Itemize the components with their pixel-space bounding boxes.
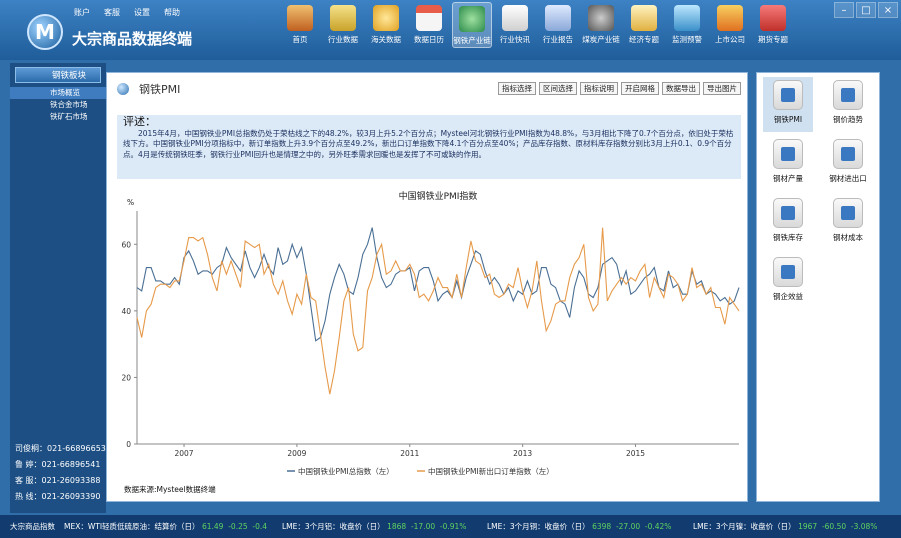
report-icon bbox=[545, 5, 571, 31]
data-source: 数据来源:Mysteel数据终端 bbox=[124, 485, 216, 494]
nav-monitor-alert[interactable]: 监测预警 bbox=[667, 2, 707, 48]
legend-label: 中国钢铁业PMI新出口订单指数（左） bbox=[428, 466, 554, 476]
currency-icon bbox=[833, 139, 863, 169]
close-button[interactable]: × bbox=[878, 2, 898, 18]
menu-service[interactable]: 客服 bbox=[104, 8, 120, 17]
page-title: 钢铁PMI bbox=[139, 83, 181, 96]
window-controls: – □ × bbox=[834, 2, 898, 18]
x-tick-label: 2007 bbox=[174, 449, 193, 458]
bar-chart-icon bbox=[330, 5, 356, 31]
nav-industry-data[interactable]: 行业数据 bbox=[323, 2, 363, 48]
nav-futures-topic[interactable]: 期货专题 bbox=[753, 2, 793, 48]
menu-help[interactable]: 帮助 bbox=[164, 8, 180, 17]
commentary-text: 2015年4月，中国钢铁业PMI总指数仍处于荣枯线之下的48.2%，较3月上升5… bbox=[123, 128, 734, 159]
x-tick-label: 2015 bbox=[626, 449, 645, 458]
top-menu: 账户 客服 设置 帮助 bbox=[74, 7, 180, 18]
series-line-pmi-total bbox=[136, 227, 740, 342]
nav-industry-report[interactable]: 行业报告 bbox=[538, 2, 578, 48]
x-tick-label: 2013 bbox=[513, 449, 532, 458]
sidebar-item-iron-ore[interactable]: 铁矿石市场 bbox=[50, 112, 88, 121]
menu-settings[interactable]: 设置 bbox=[134, 8, 150, 17]
ticker-lme-nickel: LME：3个月镍：收盘价（日） 1967 -60.50 -3.08% bbox=[693, 522, 878, 531]
growth-chart-icon bbox=[717, 5, 743, 31]
x-tick-label: 2011 bbox=[400, 449, 419, 458]
menu-account[interactable]: 账户 bbox=[74, 8, 90, 17]
nav-coal-chain[interactable]: 煤炭产业链 bbox=[581, 2, 621, 48]
contact-line: 司俊桐：021-66896653 bbox=[15, 444, 106, 453]
y-tick-label: 0 bbox=[126, 440, 131, 449]
range-select-button[interactable]: 区间选择 bbox=[539, 82, 577, 95]
sidebar-header[interactable]: 钢铁板块 bbox=[15, 67, 101, 83]
nav-steel-chain[interactable]: 钢铁产业链 bbox=[452, 2, 492, 48]
title-bar: M 大宗商品数据终端 账户 客服 设置 帮助 首页 行业数据 海关数据 数据日历… bbox=[0, 0, 901, 60]
ticker-wti: MEX：WTI轻质低硫原油：结算价（日） 61.49 -0.25 -0.4 bbox=[64, 522, 268, 531]
y-tick-label: 40 bbox=[121, 307, 131, 316]
status-bar: 大宗商品指数 MEX：WTI轻质低硫原油：结算价（日） 61.49 -0.25 … bbox=[0, 515, 901, 538]
contact-line: 客 服：021-26093388 bbox=[15, 476, 101, 485]
series-line-pmi-new-export-orders bbox=[136, 227, 740, 395]
warehouse-icon bbox=[773, 198, 803, 228]
globe-icon bbox=[117, 83, 129, 95]
y-tick-label: 60 bbox=[121, 240, 131, 249]
price-trend-icon bbox=[833, 80, 863, 110]
nav-customs-data[interactable]: 海关数据 bbox=[366, 2, 406, 48]
nav-listed-companies[interactable]: 上市公司 bbox=[710, 2, 750, 48]
futures-chart-icon bbox=[760, 5, 786, 31]
status-label: 大宗商品指数 bbox=[10, 522, 55, 531]
pmi-icon bbox=[773, 80, 803, 110]
calendar-icon bbox=[416, 5, 442, 31]
pmi-chart: 中国钢铁业PMI指数% 0 20 40 60 2007 2009 2011 2013 2015 中国… bbox=[121, 190, 740, 476]
document-icon bbox=[631, 5, 657, 31]
indicator-info-button[interactable]: 指标说明 bbox=[580, 82, 618, 95]
app-title: 大宗商品数据终端 bbox=[72, 30, 193, 48]
contact-line: 热 线：021-26093390 bbox=[15, 492, 101, 501]
sidebar: 钢铁板块 市场概览 铁合金市场 铁矿石市场 bbox=[10, 63, 106, 513]
globe-icon bbox=[459, 6, 485, 32]
ticker-lme-copper: LME：3个月铜：收盘价（日） 6398 -27.00 -0.42% bbox=[487, 522, 672, 531]
contact-line: 鲁 婷：021-66896541 bbox=[15, 460, 101, 469]
nav-industry-news[interactable]: 行业快讯 bbox=[495, 2, 535, 48]
y-axis-label: % bbox=[127, 198, 134, 207]
export-image-button[interactable]: 导出图片 bbox=[703, 82, 741, 95]
y-tick-label: 20 bbox=[121, 373, 131, 382]
shortcut-steel-pmi[interactable]: 钢铁PMI bbox=[763, 77, 813, 132]
newspaper-icon bbox=[502, 5, 528, 31]
nav-home[interactable]: 首页 bbox=[280, 2, 320, 48]
export-data-button[interactable]: 数据导出 bbox=[662, 82, 700, 95]
sidebar-item-market-overview[interactable]: 市场概览 bbox=[10, 87, 106, 99]
shortcut-steel-output[interactable]: 钢材产量 bbox=[763, 136, 813, 191]
grid-toggle-button[interactable]: 开启网格 bbox=[621, 82, 659, 95]
legend-label: 中国钢铁业PMI总指数（左） bbox=[298, 466, 394, 476]
profit-icon bbox=[773, 257, 803, 287]
cost-icon bbox=[833, 198, 863, 228]
coal-icon bbox=[588, 5, 614, 31]
commentary-box: 评述： 2015年4月，中国钢铁业PMI总指数仍处于荣枯线之下的48.2%，较3… bbox=[117, 115, 741, 179]
main-panel: 钢铁PMI 指标选择 区间选择 指标说明 开启网格 数据导出 导出图片 评述： … bbox=[106, 72, 748, 502]
chart-toolbar: 指标选择 区间选择 指标说明 开启网格 数据导出 导出图片 bbox=[498, 82, 741, 95]
chart-title: 中国钢铁业PMI指数 bbox=[399, 190, 478, 202]
output-chart-icon bbox=[773, 139, 803, 169]
page-header: 钢铁PMI bbox=[117, 81, 180, 97]
nav-data-calendar[interactable]: 数据日历 bbox=[409, 2, 449, 48]
indicator-select-button[interactable]: 指标选择 bbox=[498, 82, 536, 95]
minimize-button[interactable]: – bbox=[834, 2, 854, 18]
monitor-icon bbox=[674, 5, 700, 31]
shortcut-steel-cost[interactable]: 钢材成本 bbox=[823, 195, 873, 250]
x-tick-label: 2009 bbox=[287, 449, 306, 458]
shortcut-steel-inventory[interactable]: 钢铁库存 bbox=[763, 195, 813, 250]
app-logo: M bbox=[27, 14, 63, 50]
shortcut-steel-profit[interactable]: 钢企效益 bbox=[763, 254, 813, 309]
nav-economy-topic[interactable]: 经济专题 bbox=[624, 2, 664, 48]
contact-list: 司俊桐：021-66896653 鲁 婷：021-66896541 客 服：02… bbox=[15, 441, 106, 505]
coins-icon bbox=[373, 5, 399, 31]
ticker-lme-aluminium: LME：3个月铝：收盘价（日） 1868 -17.00 -0.91% bbox=[282, 522, 467, 531]
nav-toolbar: 首页 行业数据 海关数据 数据日历 钢铁产业链 行业快讯 行业报告 煤炭产业链 … bbox=[280, 2, 796, 48]
sidebar-item-ferroalloy[interactable]: 铁合金市场 bbox=[50, 100, 88, 109]
maximize-button[interactable]: □ bbox=[856, 2, 876, 18]
commentary-title: 评述： bbox=[123, 115, 156, 128]
shortcut-steel-price[interactable]: 钢价趋势 bbox=[823, 77, 873, 132]
home-icon bbox=[287, 5, 313, 31]
right-panel: 钢铁PMI 钢价趋势 钢材产量 钢材进出口 钢铁库存 钢材成本 钢企效益 bbox=[756, 72, 880, 502]
shortcut-steel-trade[interactable]: 钢材进出口 bbox=[823, 136, 873, 191]
